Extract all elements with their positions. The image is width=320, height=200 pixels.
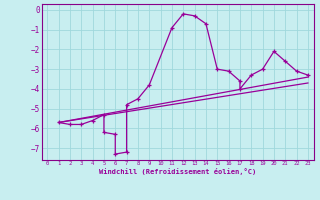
X-axis label: Windchill (Refroidissement éolien,°C): Windchill (Refroidissement éolien,°C) — [99, 168, 256, 175]
